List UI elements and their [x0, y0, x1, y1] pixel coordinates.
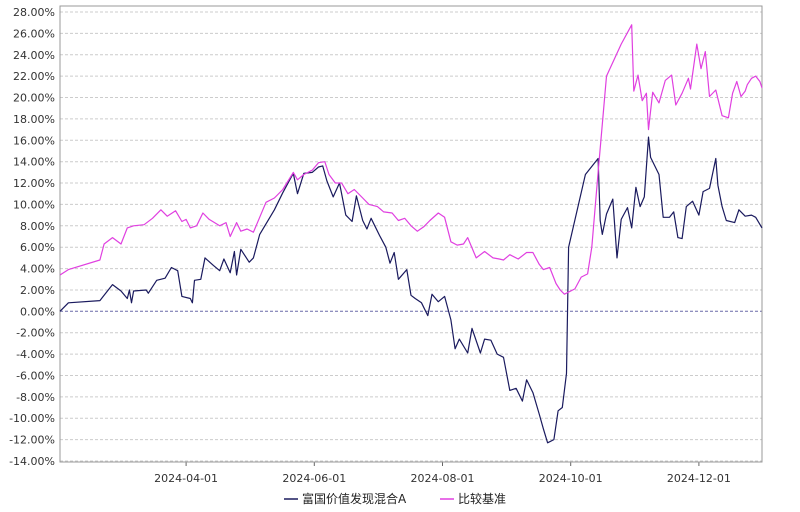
y-tick-label: 18.00% [13, 113, 55, 126]
y-tick-label: 10.00% [13, 198, 55, 211]
x-tick-label: 2024-12-01 [667, 472, 731, 485]
y-tick-label: -4.00% [16, 348, 55, 361]
y-tick-label: -10.00% [9, 412, 55, 425]
y-axis-ticks: 28.00% 26.00% 24.00% 22.00% 20.00% 18.00% 16.0… [9, 6, 55, 468]
legend-label-fund: 富国价值发现混合A [302, 491, 407, 506]
legend: 富国价值发现混合A 比较基准 [284, 491, 506, 506]
series-line-fund [59, 136, 763, 444]
y-tick-label: 14.00% [13, 156, 55, 169]
y-tick-label: 16.00% [13, 134, 55, 147]
x-tick-label: 2024-04-01 [154, 472, 218, 485]
y-tick-label: 26.00% [13, 27, 55, 40]
y-tick-label: 0.00% [20, 305, 55, 318]
y-tick-label: 12.00% [13, 177, 55, 190]
y-tick-label: 22.00% [13, 70, 55, 83]
series-line-benchmark [59, 24, 763, 295]
y-tick-label: 20.00% [13, 92, 55, 105]
y-tick-label: 28.00% [13, 6, 55, 19]
series-lines [59, 24, 763, 444]
x-tick-label: 2024-08-01 [411, 472, 475, 485]
y-tick-label: 24.00% [13, 49, 55, 62]
y-tick-label: -14.00% [9, 455, 55, 468]
y-tick-label: -2.00% [16, 327, 55, 340]
x-tick-label: 2024-10-01 [539, 472, 603, 485]
y-tick-label: -8.00% [16, 391, 55, 404]
x-tick-label: 2024-06-01 [282, 472, 346, 485]
y-tick-label: 8.00% [20, 220, 55, 233]
y-tick-label: -6.00% [16, 370, 55, 383]
y-tick-label: 6.00% [20, 241, 55, 254]
plot-area-border [59, 5, 763, 463]
y-tick-label: 2.00% [20, 284, 55, 297]
legend-label-benchmark: 比较基准 [458, 491, 506, 506]
y-tick-label: 4.00% [20, 263, 55, 276]
y-tick-label: -12.00% [9, 434, 55, 447]
x-axis-ticks: 2024-04-01 2024-06-01 2024-08-01 2024-10-01… [154, 462, 731, 485]
grid-lines [60, 11, 762, 462]
